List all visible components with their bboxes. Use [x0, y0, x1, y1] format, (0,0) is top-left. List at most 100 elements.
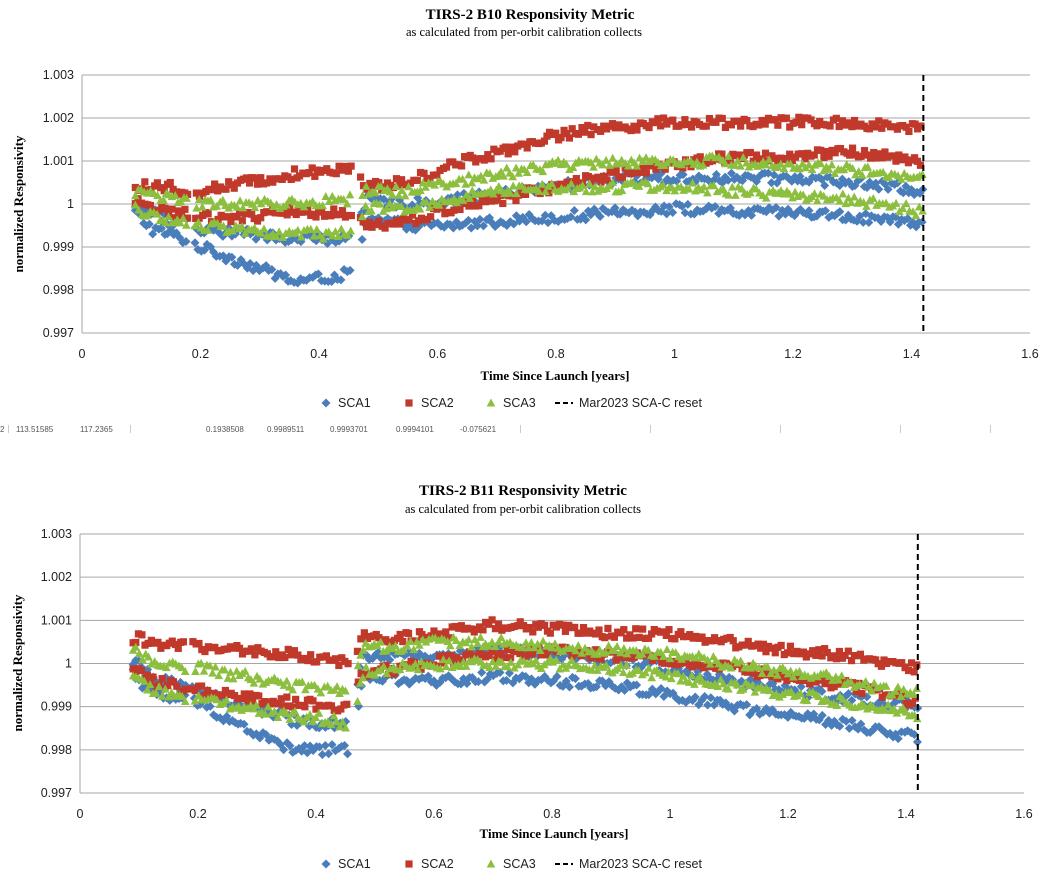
sca3-point [634, 666, 644, 675]
sca1-point [245, 727, 255, 737]
sca3-point [608, 153, 618, 162]
sca1-point [552, 672, 562, 682]
sca3-point [237, 222, 247, 231]
sca2-point [521, 190, 530, 198]
sca3-point [641, 668, 650, 677]
sca3-point [832, 700, 842, 709]
sca2-point [305, 169, 313, 177]
sca2-point [786, 150, 794, 158]
sca2-point [485, 620, 493, 628]
sca2-point [335, 661, 343, 670]
sca2-point [214, 187, 222, 195]
sca3-point [312, 224, 322, 233]
sca2-point [356, 173, 365, 181]
sca1-point [540, 210, 550, 220]
sca2-point [749, 157, 757, 165]
sca2-point [845, 119, 853, 127]
sca3-point [157, 691, 167, 700]
sca3-point [153, 190, 162, 199]
sca2-point [287, 651, 295, 659]
sca3-point [779, 164, 789, 173]
sca2-point [430, 627, 438, 635]
y-tick-label: 1.003 [41, 527, 72, 541]
sca3-point [896, 692, 906, 701]
sca3-point [617, 186, 627, 195]
sca1-point [595, 211, 605, 221]
sca3-point [641, 153, 651, 162]
sca2-point [872, 656, 880, 664]
sca1-point [697, 695, 707, 705]
sca3-point [318, 201, 327, 210]
sca1-point [617, 682, 627, 692]
sca3-point [555, 664, 565, 673]
sca3-point [761, 193, 771, 202]
sca2-point [311, 172, 319, 180]
sca1-point [597, 676, 607, 686]
sca2-point [488, 648, 496, 656]
sca2-point [248, 696, 257, 705]
sca1-point [912, 737, 922, 747]
sca3-point [171, 191, 180, 200]
sca2-point [338, 654, 346, 662]
stray-cell: 0.1938508 [206, 425, 244, 434]
sca1-point [279, 745, 289, 755]
sca2-point [272, 648, 280, 656]
sca1-point [620, 685, 630, 695]
sca2-point [572, 174, 580, 183]
sca3-point [335, 688, 344, 697]
sca2-point [783, 154, 791, 163]
sca3-point [687, 671, 697, 680]
sca2-point [810, 151, 818, 159]
sca2-point [427, 213, 435, 221]
sca2-point [838, 117, 846, 125]
sca2-point [183, 190, 192, 198]
sca2-point [330, 205, 338, 213]
sca1-point [327, 740, 337, 750]
sca3-point [332, 717, 341, 726]
sca1-point [803, 709, 813, 719]
sca3-point [883, 700, 893, 709]
sca3-point [728, 182, 737, 191]
sca3-point [375, 199, 385, 208]
sca3-point [445, 641, 455, 650]
sca1-point [407, 676, 417, 686]
sca3-point [810, 189, 819, 198]
sca2-point [546, 629, 554, 637]
sca2-point [612, 167, 620, 175]
sca3-point [212, 201, 222, 210]
sca2-point [481, 198, 490, 206]
sca3-point [720, 159, 730, 168]
x-tick-label: 1.4 [897, 807, 914, 821]
sca3-point [796, 688, 805, 697]
sca2-point [877, 662, 886, 670]
sca2-point [559, 621, 567, 629]
sca2-point [560, 183, 568, 191]
sca2-point [621, 654, 630, 662]
sca1-point [472, 221, 482, 231]
sca2-point [171, 214, 179, 222]
sca3-point [323, 681, 332, 690]
sca2-point [603, 176, 611, 184]
sca2-point [221, 686, 230, 695]
sca2-point [718, 114, 726, 123]
sca2-point [651, 119, 659, 127]
sca2-point [916, 161, 925, 169]
sca2-point [218, 691, 227, 699]
x-tick-label: 0.6 [425, 807, 442, 821]
x-tick-label: 1.6 [1021, 347, 1038, 361]
sca2-point [743, 117, 751, 125]
sca2-point [251, 651, 259, 659]
sca2-point [629, 634, 637, 642]
sca2-point [899, 691, 907, 699]
sca2-point [494, 620, 503, 628]
sca2-point [233, 213, 241, 221]
sca3-point [339, 195, 349, 204]
sca2-point [149, 673, 157, 681]
x-tick-label: 0 [79, 347, 86, 361]
sca3-point [862, 201, 871, 210]
sca3-point [338, 717, 347, 726]
sca3-point [138, 655, 147, 664]
sca1-point [448, 223, 458, 233]
sca3-point [182, 220, 191, 229]
sca3-point [194, 195, 204, 204]
